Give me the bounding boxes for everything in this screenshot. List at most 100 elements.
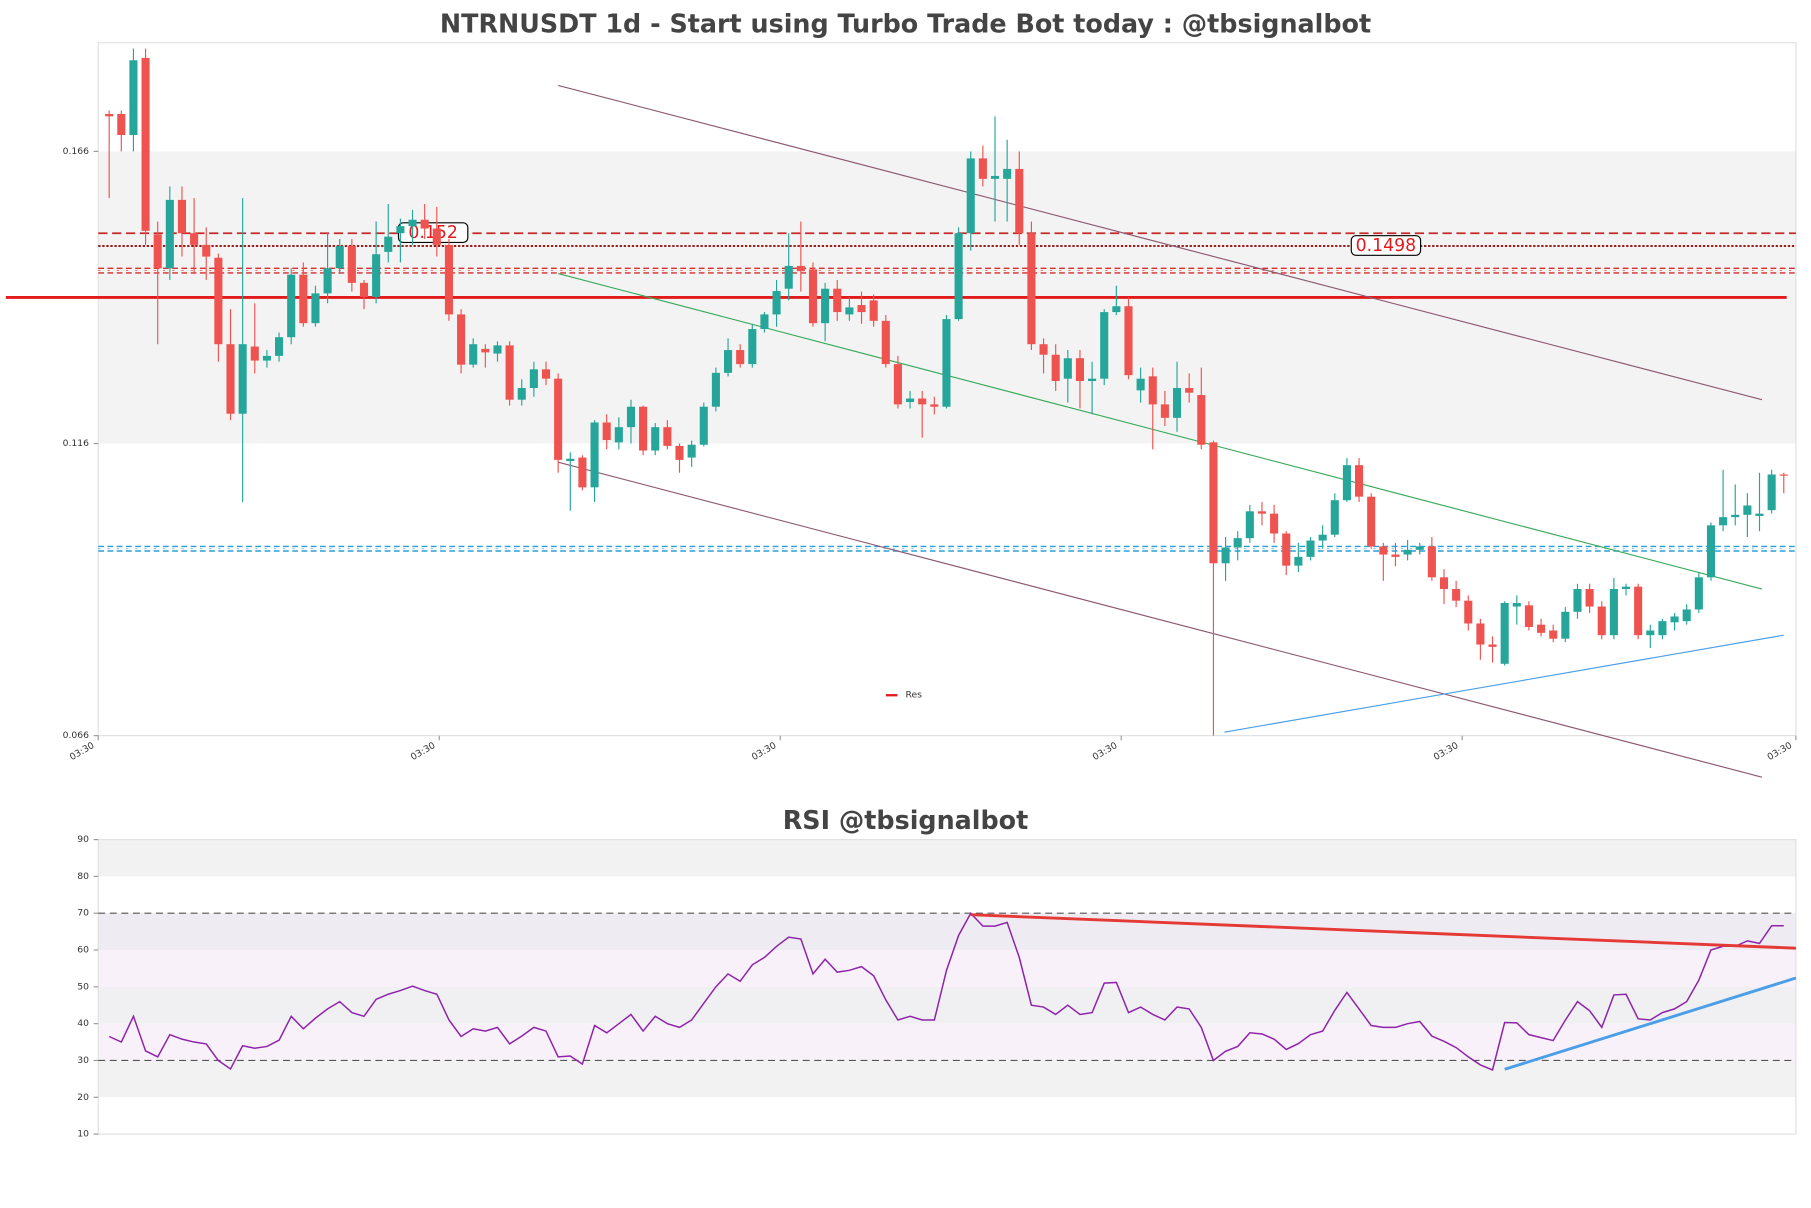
candle-body [1609, 589, 1618, 636]
candle-body [347, 246, 356, 283]
candle-body [1160, 404, 1169, 418]
candle-body [639, 406, 648, 451]
candle-body [214, 257, 223, 345]
candle-body [1379, 546, 1388, 555]
candle-body [1439, 577, 1449, 590]
candle-body [869, 300, 878, 321]
candle-body [1185, 388, 1194, 393]
rsi-band [98, 913, 1796, 951]
candle-body [275, 337, 284, 356]
candle-body [1294, 556, 1303, 566]
candle-body [663, 427, 672, 446]
y-tick-label: 0.116 [63, 438, 90, 449]
candle-body [857, 305, 866, 313]
candle-body [1088, 378, 1097, 382]
candle-body [918, 398, 927, 405]
candle-body [651, 427, 660, 451]
candle-body [1537, 624, 1546, 633]
trend-line [558, 84, 1763, 401]
candle-body [1767, 474, 1776, 511]
candle-body [1270, 513, 1279, 534]
y-tick-label: 40 [77, 1018, 89, 1029]
rsi-band [98, 1023, 1796, 1061]
candle-body [529, 369, 538, 389]
candle-body [1561, 611, 1570, 639]
y-tick-label: 70 [77, 908, 89, 919]
candle-body [893, 364, 902, 405]
candle-body [323, 268, 332, 294]
candle-body [541, 369, 551, 379]
x-tick-label: 03:30 [1766, 740, 1795, 763]
y-tick-label: 30 [77, 1055, 89, 1066]
candle-body [432, 228, 441, 245]
candle-body [250, 346, 259, 361]
y-tick-label: 10 [77, 1129, 89, 1140]
candle-body [117, 114, 126, 136]
candle-body [1524, 605, 1533, 627]
plot-frame [97, 42, 1797, 737]
candle-body [1512, 603, 1521, 607]
candle-body [1051, 354, 1060, 382]
candle-body [930, 404, 939, 407]
candle-body [772, 291, 781, 315]
candle-body [1318, 534, 1327, 541]
rsi-line [108, 912, 1784, 1072]
candle-body [517, 388, 526, 400]
candle-body [1682, 609, 1691, 622]
candle-body [1500, 603, 1509, 664]
rsi-band [98, 986, 1796, 1024]
candle-body [736, 350, 745, 365]
x-tick-label: 03:30 [409, 740, 438, 763]
candle-body [833, 288, 842, 313]
candle-body [1573, 589, 1582, 612]
candle-body [1706, 525, 1716, 578]
candle-body [238, 344, 247, 414]
candle-body [1148, 376, 1157, 405]
y-tick-label: 0.066 [63, 730, 90, 741]
rsi-band [98, 839, 1796, 877]
candle-body [1112, 306, 1121, 313]
trend-line [1224, 634, 1784, 733]
candle-body [808, 269, 818, 324]
x-tick-label: 03:30 [1091, 740, 1120, 763]
candle-body [554, 378, 563, 460]
candle-body [505, 345, 514, 400]
candle-body [1634, 586, 1643, 636]
candle-body [687, 444, 696, 458]
candle-body [966, 158, 975, 234]
y-tick-label: 20 [77, 1092, 89, 1103]
candle-body [1124, 306, 1133, 376]
candle-body [881, 320, 890, 365]
candle-body [1027, 233, 1036, 345]
y-tick-label: 0.166 [63, 146, 90, 157]
candle-body [177, 199, 187, 234]
candle-body [602, 422, 611, 441]
candle-body [1342, 465, 1351, 501]
candle-body [226, 344, 235, 414]
x-tick-label: 03:30 [1432, 740, 1461, 763]
candle-body [384, 236, 393, 252]
candle-body [1100, 312, 1109, 379]
x-tick-label: 03:30 [750, 740, 779, 763]
candle-body [566, 458, 575, 462]
candle-body [1621, 586, 1631, 590]
level-label-box [1350, 235, 1422, 256]
candle-body [675, 445, 684, 460]
candle-body [190, 233, 199, 245]
candle-body [1585, 589, 1594, 607]
candle-body [1597, 606, 1606, 636]
candle-body [590, 422, 599, 488]
candle-body [821, 288, 830, 324]
candle-body [153, 234, 162, 269]
candle-body [845, 307, 854, 315]
y-tick-label: 80 [77, 871, 89, 882]
candle-body [1245, 511, 1254, 539]
candle-body [141, 57, 150, 231]
candle-body [942, 319, 951, 407]
candle-body [1464, 600, 1473, 624]
candle-body [1003, 168, 1012, 179]
rsi-title: RSI @tbsignalbot [783, 805, 1028, 835]
candle-body [262, 355, 271, 361]
